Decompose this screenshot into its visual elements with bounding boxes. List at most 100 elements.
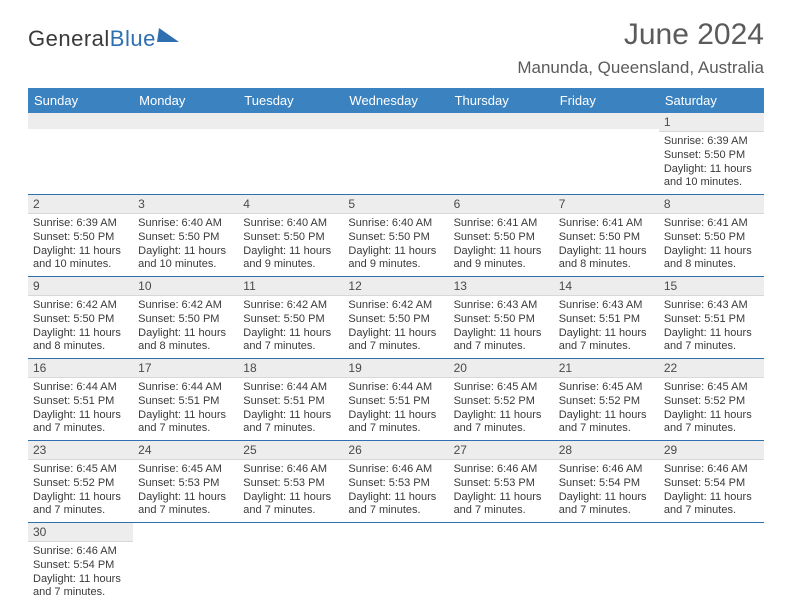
calendar-cell: 24Sunrise: 6:45 AMSunset: 5:53 PMDayligh… [133, 441, 238, 523]
calendar-table: Sunday Monday Tuesday Wednesday Thursday… [28, 88, 764, 604]
sunset-text: Sunset: 5:50 PM [559, 231, 654, 245]
calendar-cell: 7Sunrise: 6:41 AMSunset: 5:50 PMDaylight… [554, 195, 659, 277]
sunrise-text: Sunrise: 6:40 AM [243, 217, 338, 231]
calendar-cell [659, 523, 764, 605]
sunset-text: Sunset: 5:54 PM [33, 559, 128, 573]
daylight-text-2: and 7 minutes. [664, 340, 759, 354]
day-number: 10 [133, 277, 238, 296]
sunset-text: Sunset: 5:52 PM [559, 395, 654, 409]
day-data: Sunrise: 6:41 AMSunset: 5:50 PMDaylight:… [659, 214, 764, 276]
daylight-text-2: and 7 minutes. [33, 504, 128, 518]
sunset-text: Sunset: 5:52 PM [454, 395, 549, 409]
daylight-text-1: Daylight: 11 hours [33, 327, 128, 341]
calendar-row: 23Sunrise: 6:45 AMSunset: 5:52 PMDayligh… [28, 441, 764, 523]
daylight-text-2: and 7 minutes. [33, 586, 128, 600]
logo: GeneralBlue [28, 26, 180, 52]
daylight-text-2: and 7 minutes. [348, 504, 443, 518]
sunrise-text: Sunrise: 6:44 AM [348, 381, 443, 395]
day-number: 4 [238, 195, 343, 214]
day-header-row: Sunday Monday Tuesday Wednesday Thursday… [28, 88, 764, 113]
sunrise-text: Sunrise: 6:42 AM [33, 299, 128, 313]
sunrise-text: Sunrise: 6:46 AM [33, 545, 128, 559]
day-data: Sunrise: 6:46 AMSunset: 5:54 PMDaylight:… [554, 460, 659, 522]
calendar-row: 1Sunrise: 6:39 AMSunset: 5:50 PMDaylight… [28, 113, 764, 195]
daylight-text-2: and 7 minutes. [348, 422, 443, 436]
day-number: 28 [554, 441, 659, 460]
sunset-text: Sunset: 5:53 PM [454, 477, 549, 491]
sunrise-text: Sunrise: 6:44 AM [243, 381, 338, 395]
daylight-text-1: Daylight: 11 hours [348, 245, 443, 259]
sunrise-text: Sunrise: 6:42 AM [138, 299, 233, 313]
day-data: Sunrise: 6:39 AMSunset: 5:50 PMDaylight:… [28, 214, 133, 276]
calendar-cell: 1Sunrise: 6:39 AMSunset: 5:50 PMDaylight… [659, 113, 764, 195]
calendar-cell: 22Sunrise: 6:45 AMSunset: 5:52 PMDayligh… [659, 359, 764, 441]
day-number: 20 [449, 359, 554, 378]
title-block: June 2024 Manunda, Queensland, Australia [517, 18, 764, 78]
calendar-cell: 13Sunrise: 6:43 AMSunset: 5:50 PMDayligh… [449, 277, 554, 359]
day-number: 5 [343, 195, 448, 214]
daylight-text-2: and 7 minutes. [243, 422, 338, 436]
daylight-text-1: Daylight: 11 hours [454, 245, 549, 259]
day-data: Sunrise: 6:44 AMSunset: 5:51 PMDaylight:… [238, 378, 343, 440]
day-number: 29 [659, 441, 764, 460]
day-data: Sunrise: 6:45 AMSunset: 5:53 PMDaylight:… [133, 460, 238, 522]
calendar-row: 2Sunrise: 6:39 AMSunset: 5:50 PMDaylight… [28, 195, 764, 277]
sunset-text: Sunset: 5:50 PM [243, 231, 338, 245]
calendar-cell [554, 113, 659, 195]
sunrise-text: Sunrise: 6:44 AM [138, 381, 233, 395]
daylight-text-2: and 7 minutes. [243, 504, 338, 518]
daylight-text-1: Daylight: 11 hours [243, 327, 338, 341]
day-data: Sunrise: 6:41 AMSunset: 5:50 PMDaylight:… [554, 214, 659, 276]
sunrise-text: Sunrise: 6:46 AM [348, 463, 443, 477]
daylight-text-1: Daylight: 11 hours [138, 491, 233, 505]
sunrise-text: Sunrise: 6:45 AM [138, 463, 233, 477]
day-number: 16 [28, 359, 133, 378]
day-data: Sunrise: 6:43 AMSunset: 5:51 PMDaylight:… [659, 296, 764, 358]
day-data: Sunrise: 6:46 AMSunset: 5:53 PMDaylight:… [343, 460, 448, 522]
sunrise-text: Sunrise: 6:41 AM [454, 217, 549, 231]
calendar-cell: 10Sunrise: 6:42 AMSunset: 5:50 PMDayligh… [133, 277, 238, 359]
calendar-cell [449, 113, 554, 195]
col-thu: Thursday [449, 88, 554, 113]
day-data: Sunrise: 6:40 AMSunset: 5:50 PMDaylight:… [133, 214, 238, 276]
daylight-text-2: and 7 minutes. [454, 504, 549, 518]
calendar-cell [238, 113, 343, 195]
col-fri: Friday [554, 88, 659, 113]
day-number: 15 [659, 277, 764, 296]
calendar-cell: 5Sunrise: 6:40 AMSunset: 5:50 PMDaylight… [343, 195, 448, 277]
daylight-text-2: and 10 minutes. [138, 258, 233, 272]
daylight-text-1: Daylight: 11 hours [138, 327, 233, 341]
day-data: Sunrise: 6:44 AMSunset: 5:51 PMDaylight:… [28, 378, 133, 440]
daylight-text-1: Daylight: 11 hours [664, 163, 759, 177]
sunrise-text: Sunrise: 6:43 AM [559, 299, 654, 313]
sunset-text: Sunset: 5:54 PM [664, 477, 759, 491]
sunrise-text: Sunrise: 6:45 AM [33, 463, 128, 477]
daylight-text-1: Daylight: 11 hours [454, 327, 549, 341]
daylight-text-1: Daylight: 11 hours [664, 491, 759, 505]
daylight-text-1: Daylight: 11 hours [33, 245, 128, 259]
daylight-text-2: and 8 minutes. [559, 258, 654, 272]
daylight-text-2: and 7 minutes. [664, 422, 759, 436]
day-number: 23 [28, 441, 133, 460]
sunset-text: Sunset: 5:50 PM [138, 231, 233, 245]
day-number: 3 [133, 195, 238, 214]
empty-daynum-bar [28, 113, 133, 129]
day-data: Sunrise: 6:45 AMSunset: 5:52 PMDaylight:… [554, 378, 659, 440]
col-sun: Sunday [28, 88, 133, 113]
day-number: 12 [343, 277, 448, 296]
daylight-text-1: Daylight: 11 hours [664, 409, 759, 423]
calendar-cell: 19Sunrise: 6:44 AMSunset: 5:51 PMDayligh… [343, 359, 448, 441]
sunrise-text: Sunrise: 6:46 AM [559, 463, 654, 477]
daylight-text-2: and 7 minutes. [348, 340, 443, 354]
daylight-text-2: and 8 minutes. [138, 340, 233, 354]
calendar-cell [449, 523, 554, 605]
sunrise-text: Sunrise: 6:43 AM [454, 299, 549, 313]
day-number: 22 [659, 359, 764, 378]
sunrise-text: Sunrise: 6:39 AM [664, 135, 759, 149]
calendar-cell: 21Sunrise: 6:45 AMSunset: 5:52 PMDayligh… [554, 359, 659, 441]
daylight-text-2: and 7 minutes. [559, 422, 654, 436]
sunset-text: Sunset: 5:50 PM [664, 149, 759, 163]
logo-text: GeneralBlue [28, 26, 156, 52]
calendar-cell: 26Sunrise: 6:46 AMSunset: 5:53 PMDayligh… [343, 441, 448, 523]
col-tue: Tuesday [238, 88, 343, 113]
